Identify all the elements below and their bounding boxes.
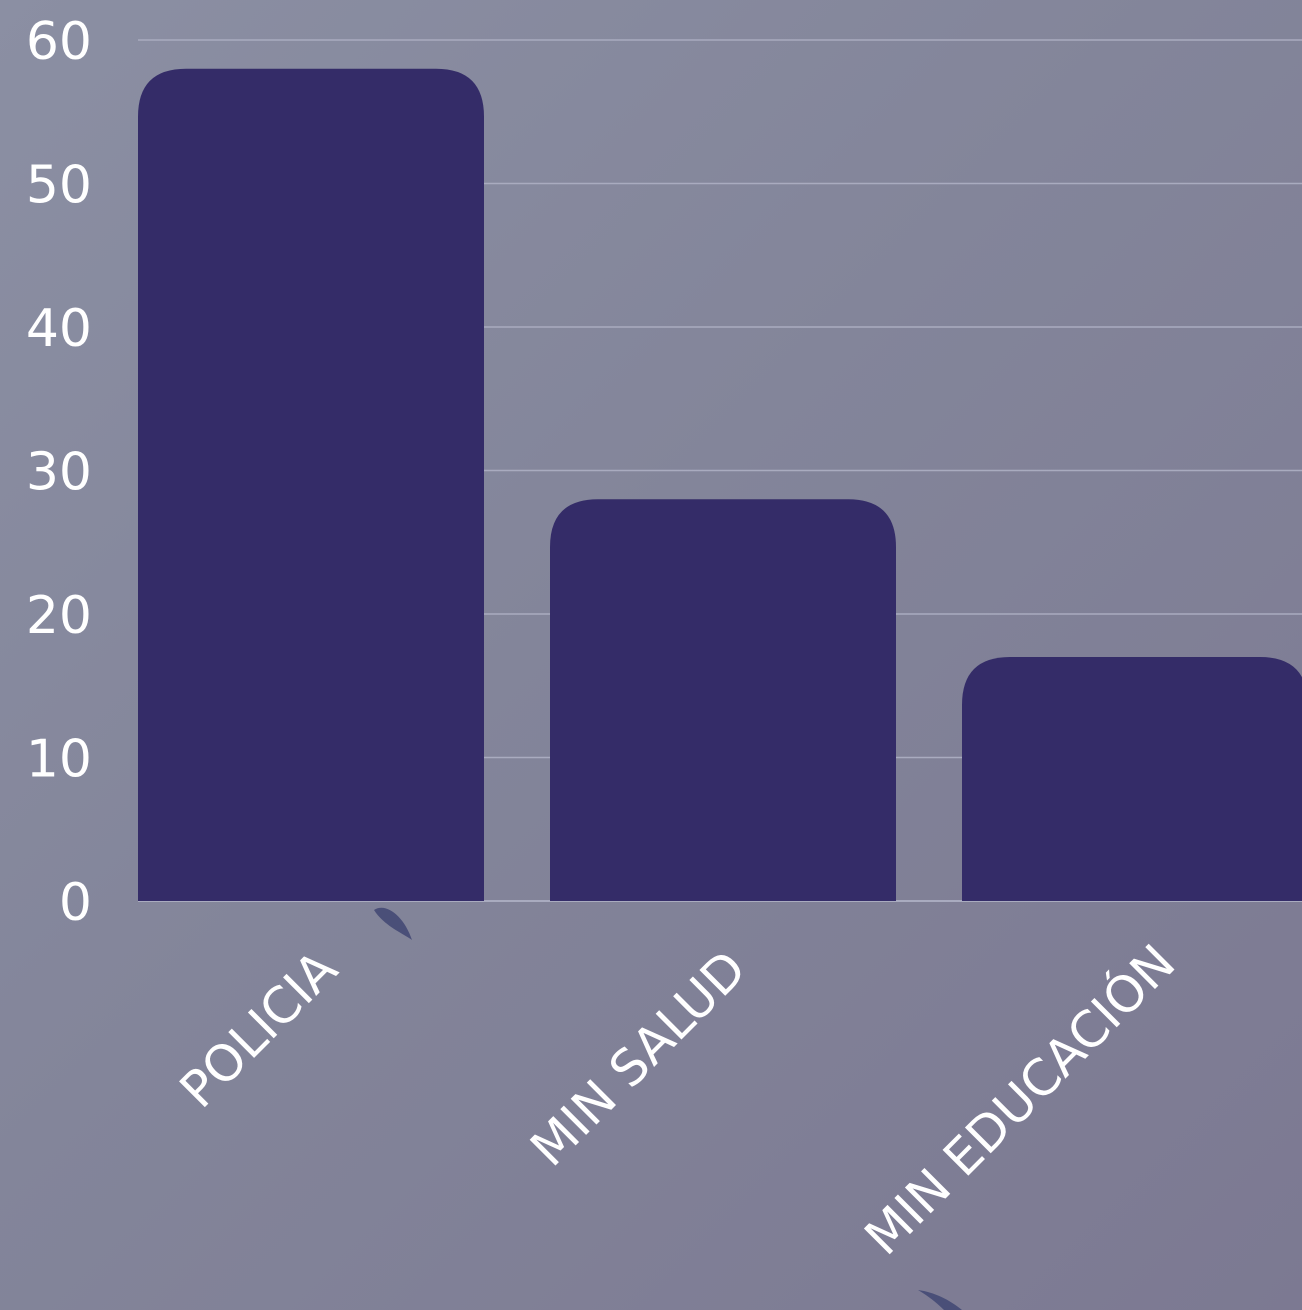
x-category-label: MIN SALUD	[520, 939, 758, 1177]
y-tick-label: 10	[26, 730, 92, 790]
y-tick-label: 0	[59, 873, 92, 933]
bar-min-salud	[550, 499, 896, 901]
decorative-swoosh	[374, 907, 412, 940]
y-tick-label: 50	[26, 156, 92, 216]
decorative-swoosh	[918, 1290, 962, 1310]
bars	[138, 68, 1302, 901]
y-axis-tick-labels: 0 10 20 30 40 50 60	[26, 12, 92, 933]
bar-policia	[138, 68, 484, 901]
y-tick-label: 30	[26, 443, 92, 503]
x-category-label: MIN EDUCACIÓN	[853, 933, 1186, 1266]
x-category-label: POLICIA	[169, 939, 349, 1119]
y-tick-label: 40	[26, 299, 92, 359]
y-tick-label: 60	[26, 12, 92, 72]
decorative-marks	[374, 907, 962, 1310]
y-tick-label: 20	[26, 586, 92, 646]
bar-min-educaci-n	[962, 657, 1302, 901]
x-axis-category-labels: POLICIA MIN SALUD MIN EDUCACIÓN	[169, 933, 1187, 1266]
